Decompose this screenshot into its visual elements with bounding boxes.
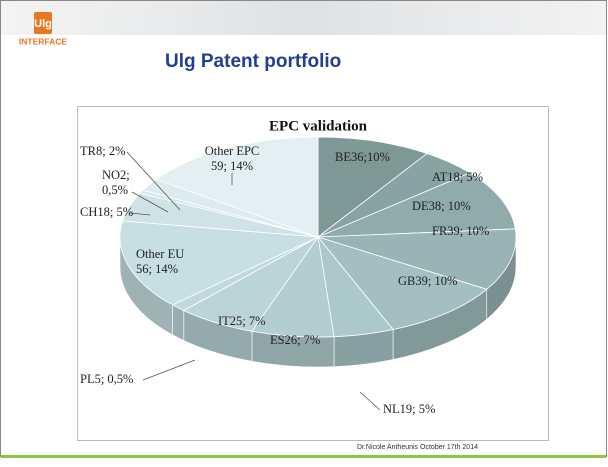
slice [317,228,517,290]
data-label: 59; 14% [211,159,253,173]
leader-line [142,359,196,381]
data-label: AT18; 5% [432,170,483,184]
slice [317,172,516,238]
data-label: DE38; 10% [412,199,471,213]
data-label: Other EU [136,247,184,261]
logo-text: INTERFACE [19,36,68,46]
data-label: CH18; 5% [80,205,133,219]
slice [317,136,428,238]
leader-line [129,212,151,216]
slice [316,236,488,330]
slice [119,220,320,306]
data-label: 0,5% [102,183,128,197]
data-label: Other EPC [205,144,260,158]
leader-line [126,151,181,211]
data-label: ES26; 7% [270,333,320,347]
data-label: IT25; 7% [218,314,266,328]
data-label: TR8; 2% [80,144,125,158]
data-label: PL5; 0,5% [80,372,133,386]
slice [155,136,319,238]
logo-mark: Ulg [34,18,52,30]
data-label: BE36;10% [335,150,390,164]
data-label: NO2; [102,168,130,182]
chart-title: EPC validation [269,118,368,134]
pie [119,136,517,368]
leader-line [131,191,169,213]
data-label: NL19; 5% [383,402,435,416]
slide-title: Ulg Patent portfolio [165,51,341,72]
header-band [1,1,606,35]
data-label: FR39; 10% [432,224,489,238]
leader-line [359,391,381,411]
logo-icon [34,12,52,34]
data-label: GB39; 10% [398,274,457,288]
footer: Dr.Nicole Antheunis October 17th 2014 [357,444,478,451]
footer-line [1,455,606,458]
data-label: 56; 14% [136,262,178,276]
